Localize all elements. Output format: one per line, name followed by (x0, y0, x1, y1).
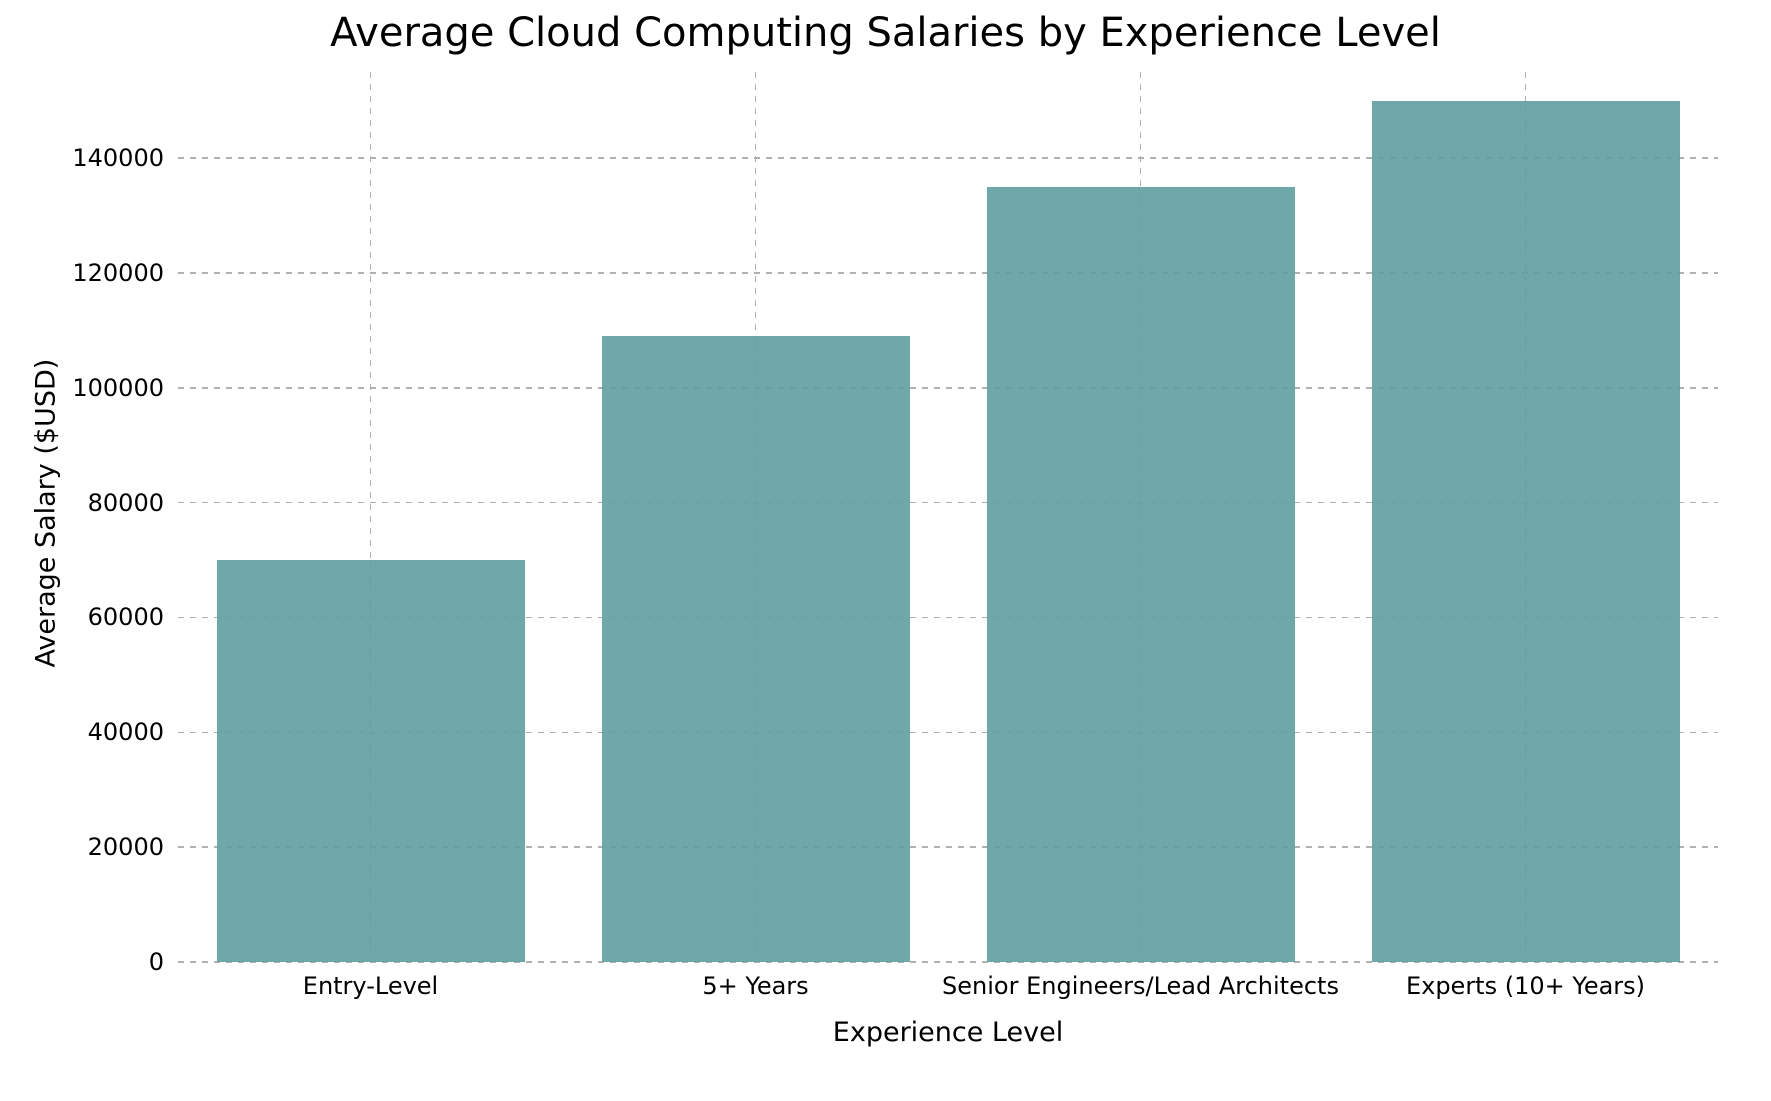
plot-area: 020000400006000080000100000120000140000E… (178, 72, 1718, 962)
bar (602, 336, 910, 962)
y-tick-label: 20000 (88, 833, 178, 861)
y-tick-label: 80000 (88, 489, 178, 517)
figure: Average Cloud Computing Salaries by Expe… (0, 0, 1771, 1101)
bar (1372, 101, 1680, 962)
x-axis-label: Experience Level (798, 1017, 1098, 1048)
x-tick-label: Senior Engineers/Lead Architects (942, 962, 1339, 1000)
chart-title: Average Cloud Computing Salaries by Expe… (0, 10, 1771, 56)
y-tick-label: 0 (149, 948, 178, 976)
y-axis-label: Average Salary ($USD) (31, 368, 62, 668)
x-tick-label: 5+ Years (702, 962, 808, 1000)
bar (987, 187, 1295, 962)
y-tick-label: 120000 (72, 259, 178, 287)
x-tick-label: Entry-Level (303, 962, 438, 1000)
y-tick-label: 140000 (72, 144, 178, 172)
x-tick-label: Experts (10+ Years) (1406, 962, 1645, 1000)
y-tick-label: 100000 (72, 374, 178, 402)
bar (217, 560, 525, 962)
y-tick-label: 60000 (88, 603, 178, 631)
y-tick-label: 40000 (88, 718, 178, 746)
